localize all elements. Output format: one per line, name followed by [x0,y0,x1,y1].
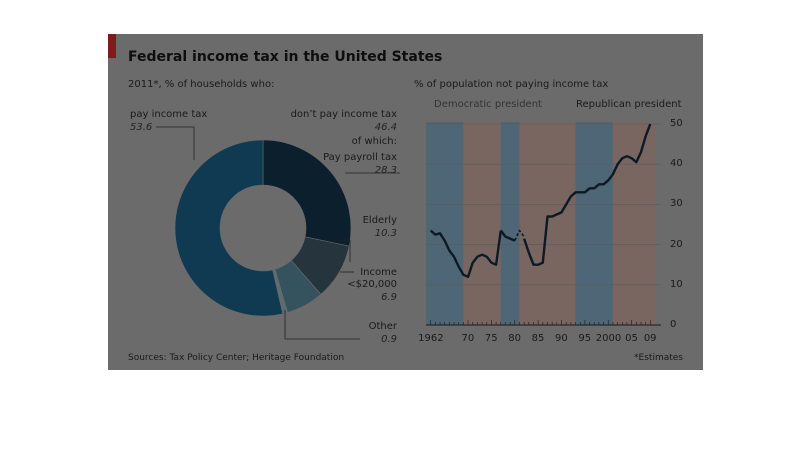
income-value: 6.9 [381,292,397,303]
y-tick-label: 20 [670,238,683,250]
accent-bar [108,34,116,58]
donut-slice-payroll [262,139,352,247]
x-tick-label: 90 [555,333,568,344]
legend-democratic: Democratic president [434,99,542,110]
x-tick-label: 75 [484,333,498,344]
chart-svg [156,122,661,340]
payroll-tax-label: Pay payroll tax [323,152,397,163]
income-label: Income <$20,000 [347,267,397,290]
of-which-label: of which: [351,136,397,147]
pay-income-tax-value: 53.6 [130,122,153,133]
dont-pay-label: don’t pay income tax [290,109,397,120]
elderly-label: Elderly [362,215,397,226]
y-tick-label: 0 [670,319,677,330]
y-tick-label: 30 [670,198,683,210]
donut-slice-pay [174,139,284,317]
line-series-0 [429,229,502,278]
x-tick-label: 2000 [595,333,622,344]
leader-pay [156,126,195,160]
chart-panel: Federal income tax in the United States … [108,34,703,370]
x-tick-label: 80 [508,333,522,344]
x-tick-label: 85 [531,333,545,344]
x-tick-label: 09 [643,333,657,344]
band-rep-5 [612,122,655,325]
pay-income-tax-label: pay income tax [130,109,208,120]
payroll-tax-value: 28.3 [374,165,397,176]
line-series-1 [499,229,516,242]
line-series-3 [522,123,652,266]
other-label: Other [368,321,397,332]
y-tick-label: 50 [670,118,683,129]
legend-republican: Republican president [576,99,682,110]
band-dem-4 [575,122,613,325]
y-tick-label: 10 [670,278,683,290]
x-tick-label: 70 [461,333,475,344]
band-dem-0 [426,122,464,325]
y-tick-label: 40 [670,158,683,170]
leader-elderly [340,239,351,262]
sources-note: Sources: Tax Policy Center; Heritage Fou… [128,353,345,363]
x-tick-label: 1962 [418,333,444,344]
band-rep-1 [463,122,501,325]
estimates-note: *Estimates [634,353,683,363]
line-series-2 [514,229,525,241]
elderly-value: 10.3 [374,228,397,239]
line-chart-title: % of population not paying income tax [414,79,609,90]
chart-title: Federal income tax in the United States [128,49,443,65]
other-value: 0.9 [381,334,397,345]
x-tick-label: 95 [578,333,592,344]
band-dem-2 [500,122,520,325]
donut-subtitle: 2011*, % of households who: [128,79,275,90]
x-tick-label: 05 [625,333,638,344]
leader-other [284,310,360,340]
dont-pay-value: 46.4 [374,122,397,133]
